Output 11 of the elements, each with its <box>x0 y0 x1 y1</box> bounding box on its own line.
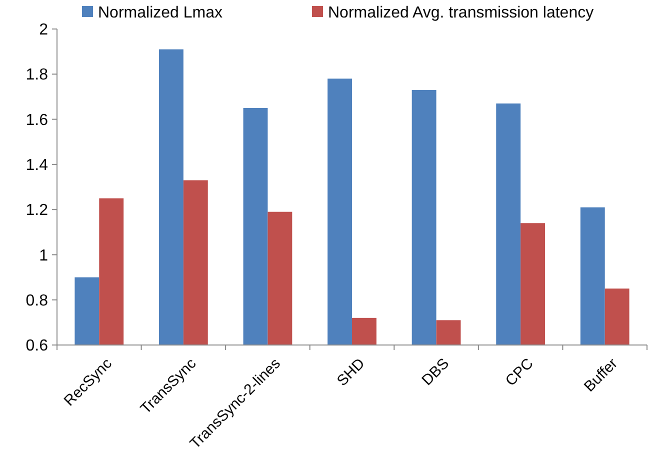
legend-label: Normalized Lmax <box>98 4 222 22</box>
y-tick-label: 1.4 <box>26 157 48 174</box>
y-tick-label: 1.2 <box>26 202 48 220</box>
y-tick-label: 1.8 <box>26 66 48 84</box>
y-tick-label: 0.8 <box>26 292 48 310</box>
legend-label: Normalized Avg. transmission latency <box>328 4 594 22</box>
y-tick-label: 2 <box>39 22 48 39</box>
y-tick-label: 0.6 <box>26 338 48 355</box>
y-tick-label: 1.6 <box>26 112 48 129</box>
x-tick-label: SHD <box>334 355 368 390</box>
y-tick-label: 1 <box>39 247 48 264</box>
